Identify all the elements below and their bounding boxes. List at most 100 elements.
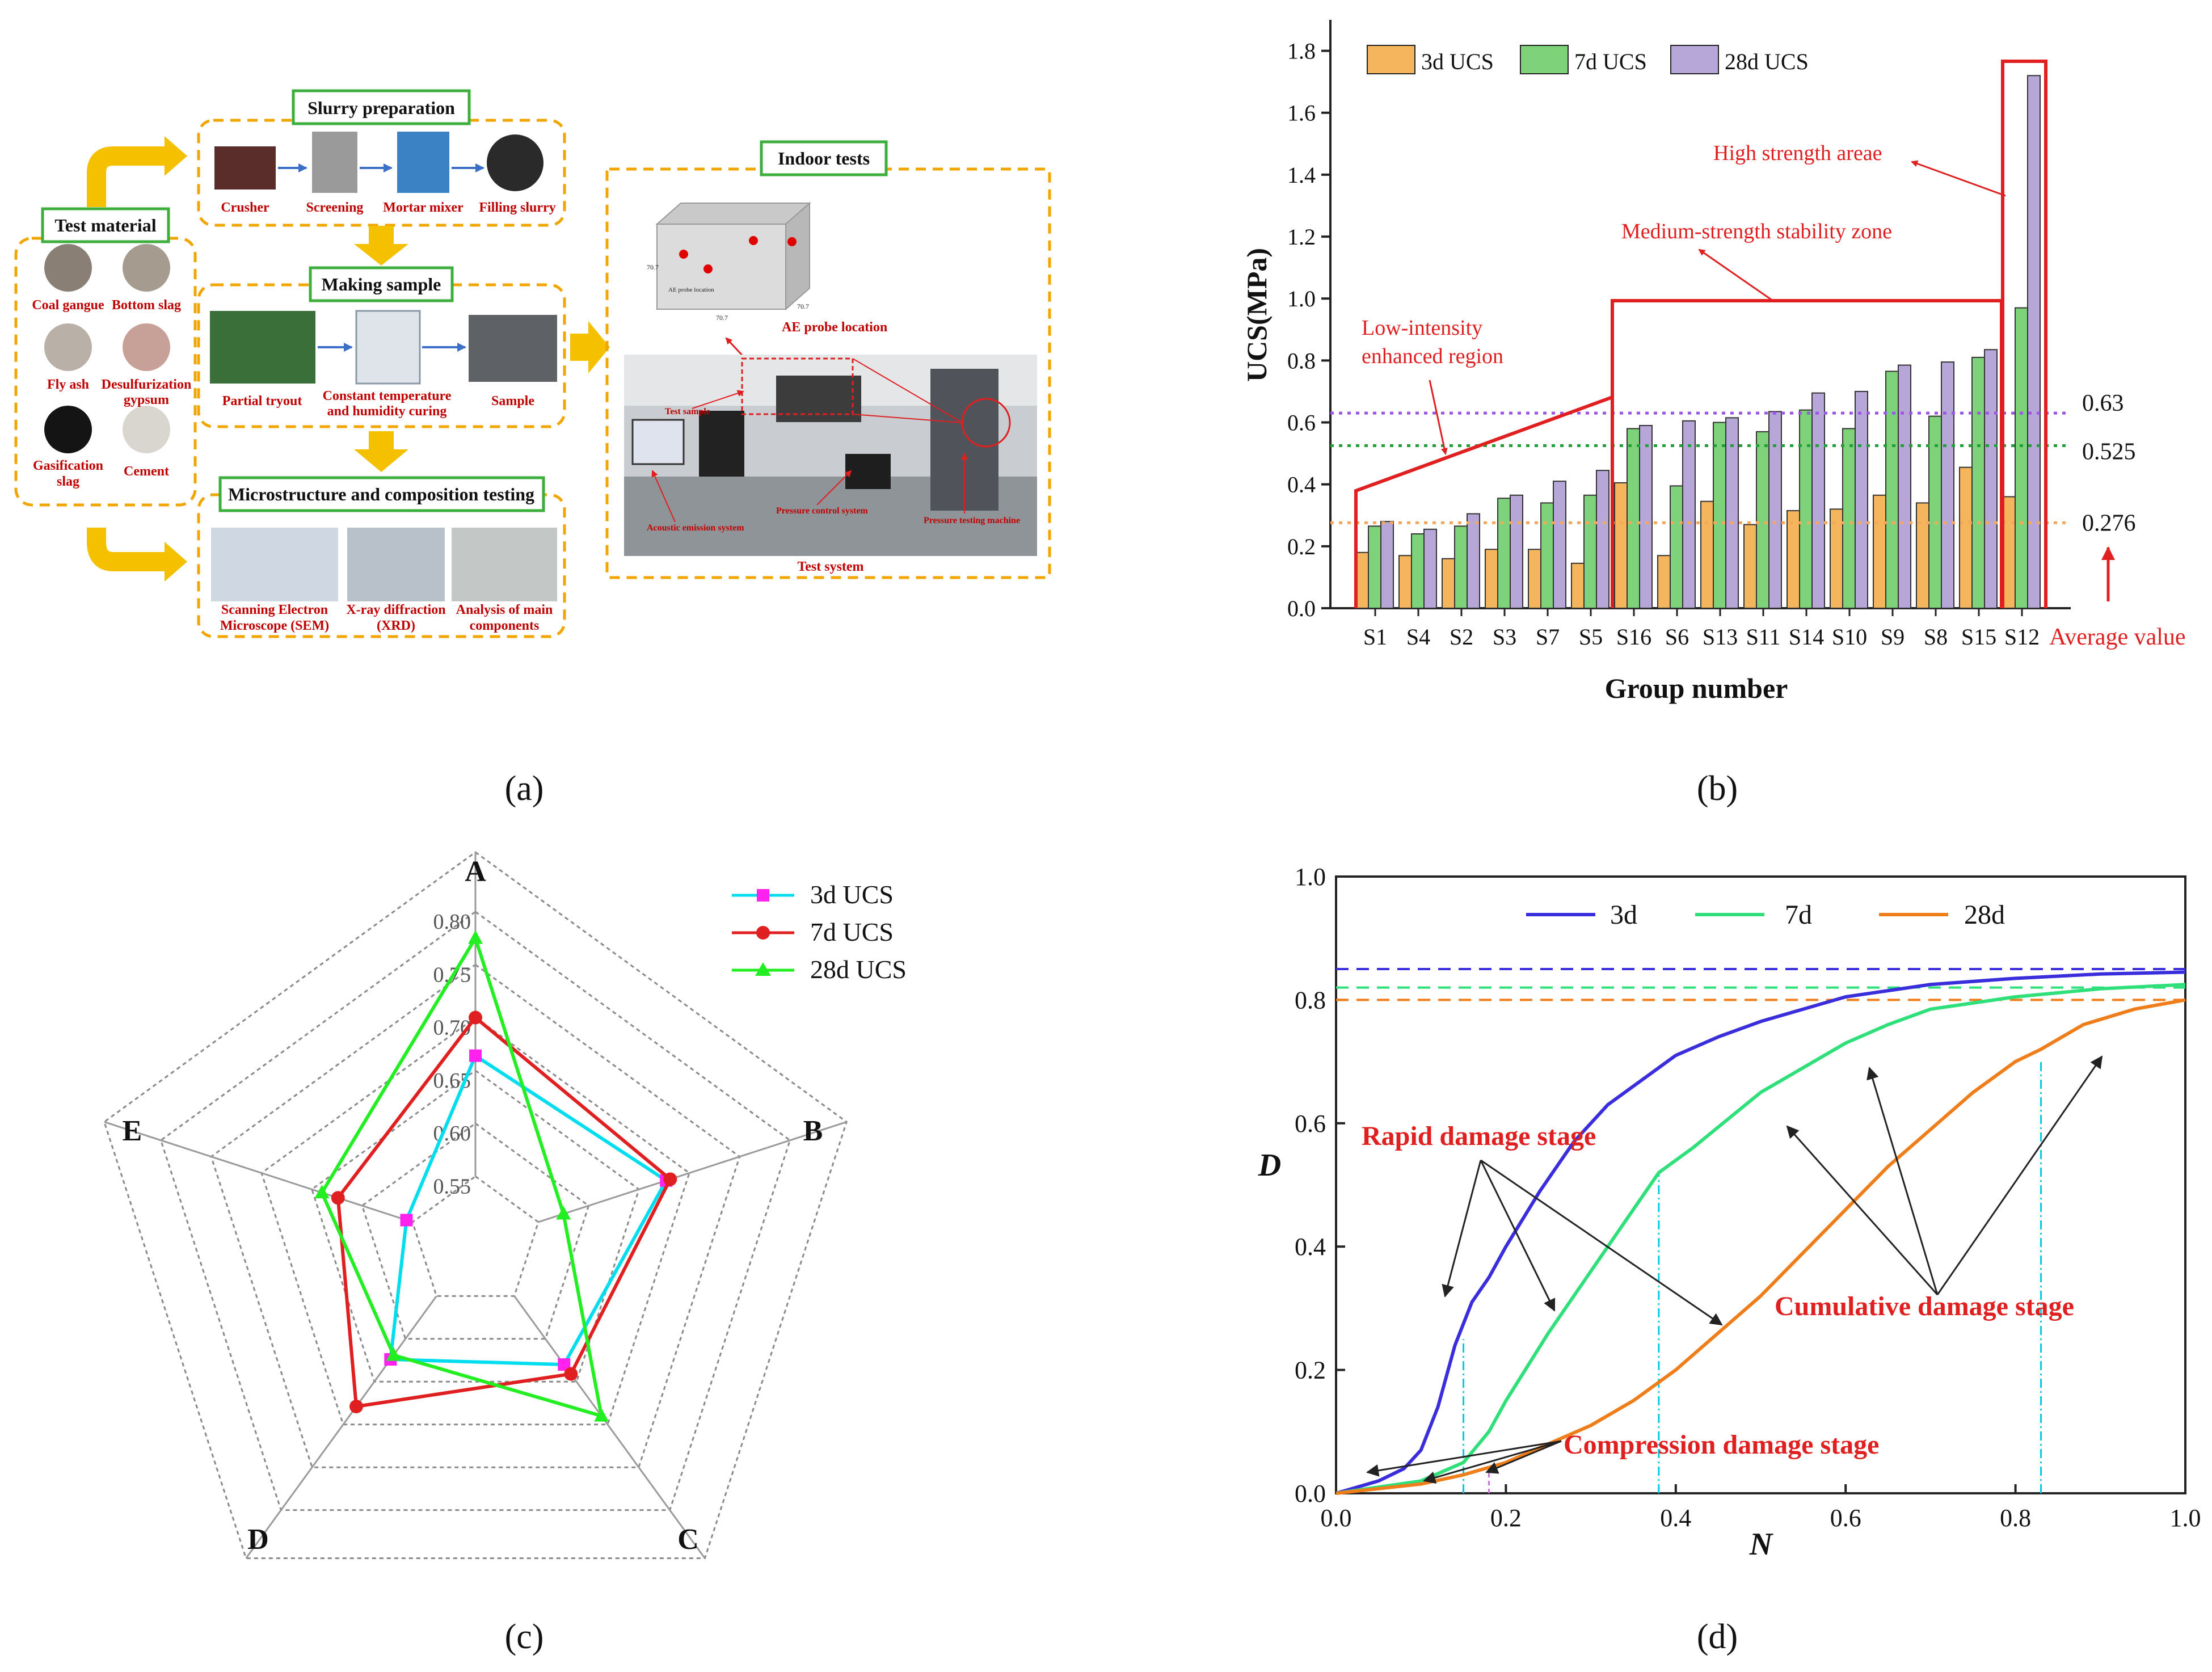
cement-sample xyxy=(123,406,170,453)
bar xyxy=(1467,513,1480,609)
bar xyxy=(1497,498,1511,609)
x-tick-label: S6 xyxy=(1665,624,1689,650)
label-pointer xyxy=(816,470,852,506)
annotation-arrow-icon xyxy=(1786,1125,1939,1295)
x-tick-label: S8 xyxy=(1924,624,1948,650)
bar xyxy=(1941,361,1954,609)
bar xyxy=(1756,431,1769,609)
bar xyxy=(1811,392,1825,609)
radar-spoke xyxy=(538,1121,847,1223)
material-label: Coal gangue xyxy=(32,298,104,313)
x-tick-label: S12 xyxy=(2004,624,2040,650)
screening-image xyxy=(312,132,357,193)
bar xyxy=(1398,555,1412,609)
stage-annotations: Rapid damage stage Cumulative damage sta… xyxy=(1362,1055,2103,1484)
axis-label: E xyxy=(123,1115,142,1147)
lab-photo xyxy=(624,355,1037,556)
x-tick-label: 0.4 xyxy=(1660,1504,1691,1532)
x-tick-label: S7 xyxy=(1536,624,1560,650)
mortar-mixer-image xyxy=(397,132,449,193)
test-material-title-box xyxy=(41,207,170,243)
x-tick-label: S16 xyxy=(1616,624,1651,650)
legend-marker xyxy=(755,962,771,976)
sample-step-label: and humidity curing xyxy=(327,404,447,419)
fly-ash-sample xyxy=(44,323,92,371)
xrd-image xyxy=(347,528,445,601)
material-label: Desulfurization xyxy=(102,377,192,392)
ae-probe-label: AE probe location xyxy=(782,320,887,335)
y-axis-title: D xyxy=(1258,1148,1281,1183)
bar xyxy=(1768,411,1782,609)
legend-label: 28d UCS xyxy=(810,955,907,984)
legend-label: 28d UCS xyxy=(1725,49,1809,74)
legend: 3d 7d 28d xyxy=(1526,900,2005,930)
data-point xyxy=(556,1206,571,1220)
panel-d-line-chart: 0.0 0.2 0.4 0.6 0.8 1.0 0.0 0.2 0.4 0.6 0.8 1.0 D N… xyxy=(1258,863,2201,1562)
bar xyxy=(1423,528,1437,609)
bar xyxy=(1830,508,1843,609)
sample-step-label: Constant temperature xyxy=(323,389,452,403)
y-tick-label: 0.0 xyxy=(1287,596,1316,621)
ring-label: 0.55 xyxy=(433,1174,471,1198)
flow-arrow-icon xyxy=(87,146,165,207)
annotation-label: Compression damage stage xyxy=(1564,1430,1879,1460)
bar xyxy=(1842,428,1856,609)
y-tick-label: 1.8 xyxy=(1287,39,1316,64)
bar xyxy=(1670,485,1683,609)
legend-swatch xyxy=(1520,45,1569,74)
bar xyxy=(1682,420,1696,609)
bar xyxy=(1984,349,1998,609)
data-point xyxy=(469,1049,482,1062)
making-sample-box xyxy=(197,283,566,428)
legend-marker xyxy=(757,889,769,902)
ae-cube: AE probe location 70.7 70.7 70.7 xyxy=(647,201,811,322)
slurry-title-box xyxy=(292,89,471,125)
data-point xyxy=(386,1347,401,1361)
y-tick-label: 0.6 xyxy=(1287,410,1316,436)
axis-label: B xyxy=(803,1115,823,1147)
legend-label: 7d xyxy=(1785,900,1812,930)
y-tick-label: 0.2 xyxy=(1295,1357,1326,1384)
zone-arrow-icon xyxy=(1429,380,1448,455)
material-label: slag xyxy=(57,474,79,489)
cube-inner-label: AE probe location xyxy=(668,287,714,293)
test-material-title: Test material xyxy=(54,215,156,235)
annotation-label: Cumulative damage stage xyxy=(1775,1291,2074,1321)
panel-label-d: (d) xyxy=(1697,1618,1738,1656)
bar xyxy=(1571,562,1585,609)
bar xyxy=(1627,428,1640,609)
data-point xyxy=(564,1367,578,1381)
legend-label: 3d xyxy=(1610,900,1637,930)
legend-label: 7d UCS xyxy=(810,917,894,946)
cube-dim: 70.7 xyxy=(647,263,659,271)
slurry-title: Slurry preparation xyxy=(307,98,455,118)
bar xyxy=(1583,494,1597,609)
coal-gangue-sample xyxy=(44,244,92,292)
sem-image xyxy=(211,528,338,601)
crusher-image xyxy=(214,146,276,189)
legend-label: 3d UCS xyxy=(810,880,894,909)
test-system-label: Test system xyxy=(797,559,863,574)
y-tick-label: 0.8 xyxy=(1287,348,1316,373)
indoor-tests-title-box xyxy=(760,140,888,176)
y-tick-label: 0.0 xyxy=(1295,1480,1326,1507)
bar xyxy=(1700,500,1714,609)
zone-label: enhanced region xyxy=(1362,344,1503,368)
zone-annotations: Low-intensity enhanced region Medium-str… xyxy=(1354,60,2047,608)
ring-label: 0.80 xyxy=(433,910,471,934)
y-tick-label: 1.6 xyxy=(1287,100,1316,126)
radar-series-line xyxy=(320,934,604,1418)
bar xyxy=(1971,356,1985,609)
y-tick-label: 0.2 xyxy=(1287,534,1316,559)
legend: 3d UCS 7d UCS 28d UCS xyxy=(732,880,907,984)
bar xyxy=(2027,75,2041,609)
bar xyxy=(1614,482,1628,609)
sample-step-label: Sample xyxy=(491,394,534,408)
probe-icon xyxy=(703,264,713,273)
data-point xyxy=(469,1010,482,1025)
annotation-arrow-icon xyxy=(1480,1160,1556,1312)
material-label: Cement xyxy=(124,464,169,479)
axis-label: C xyxy=(677,1523,699,1556)
zone-arrow-icon xyxy=(1911,160,2006,197)
slurry-step-label: Screening xyxy=(306,200,364,215)
